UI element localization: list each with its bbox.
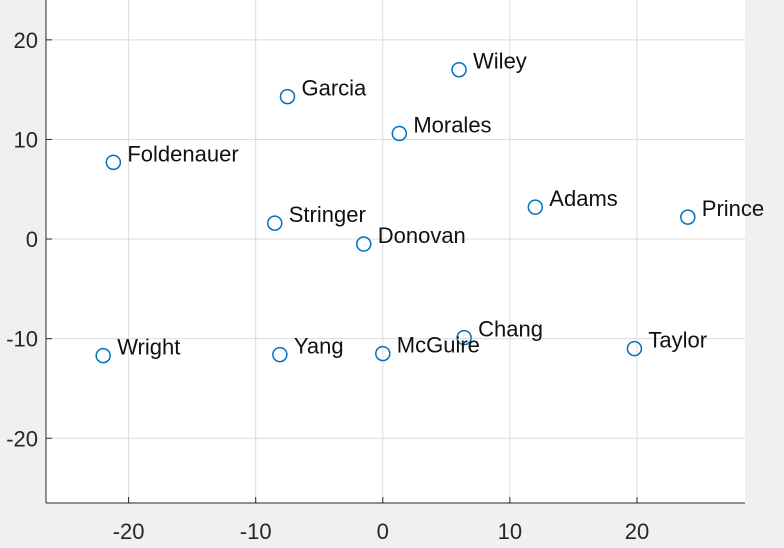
x-tick-label: -10 <box>240 519 272 544</box>
point-label: Foldenauer <box>127 141 238 166</box>
scatter-point <box>451 61 467 78</box>
scatter-point <box>626 340 643 357</box>
data-points <box>95 61 696 364</box>
y-tick-label: 0 <box>26 227 38 252</box>
point-label: Wiley <box>473 49 527 74</box>
point-label: Garcia <box>301 76 367 101</box>
axes-background <box>46 0 745 503</box>
point-label: Wright <box>117 335 180 360</box>
x-tick-label: -20 <box>113 519 145 544</box>
point-label: Adams <box>549 186 617 211</box>
y-tick-label: 10 <box>14 127 38 152</box>
point-label: Yang <box>294 334 344 359</box>
x-tick-label: 10 <box>498 519 522 544</box>
point-label: McGuire <box>397 333 480 358</box>
x-tick-label: 20 <box>625 519 649 544</box>
point-label: Donovan <box>378 223 466 248</box>
axes <box>45 0 745 504</box>
point-label: Stringer <box>289 202 366 227</box>
scatter-point <box>279 88 296 105</box>
point-labels: Wiley Garcia Morales Foldenauer Adams Prince S… <box>117 49 764 360</box>
y-tick-label: -10 <box>6 327 38 352</box>
scatter-point <box>527 199 544 215</box>
x-tick-label: 0 <box>377 519 389 544</box>
y-tick-label: -20 <box>6 426 38 451</box>
scatter-point <box>272 346 288 363</box>
scatter-point <box>95 347 111 364</box>
scatter-point <box>355 236 372 252</box>
point-label: Chang <box>478 317 543 342</box>
scatter-point <box>456 329 472 346</box>
scatter-point <box>680 209 696 225</box>
scatter-point <box>391 125 408 142</box>
y-tick-label: 20 <box>14 28 38 53</box>
scatter-point <box>105 154 122 171</box>
scatter-point <box>375 345 391 362</box>
tick-labels: -20 -10 0 10 20 -20 -10 0 10 20 <box>6 28 649 544</box>
point-label: Taylor <box>648 328 707 353</box>
scatter-point <box>267 215 283 231</box>
point-label: Morales <box>413 112 491 137</box>
point-label: Prince <box>702 196 764 221</box>
